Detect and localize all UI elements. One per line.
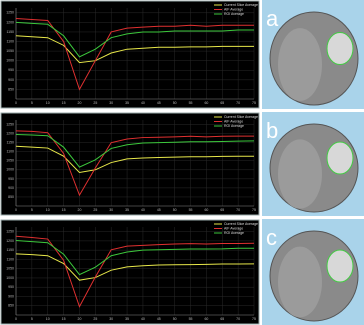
y-tick-label: 1250 xyxy=(6,11,14,15)
x-tick-label: 30 xyxy=(109,101,113,105)
y-tick-label: 1100 xyxy=(6,39,14,43)
x-tick-label: 35 xyxy=(125,101,129,105)
brain-region xyxy=(278,28,322,101)
y-tick-label: 1050 xyxy=(6,159,14,163)
y-tick-label: 1250 xyxy=(6,122,14,126)
y-tick-label: 950 xyxy=(8,68,14,72)
x-tick-label: 25 xyxy=(93,101,97,105)
brain-region xyxy=(278,139,322,208)
x-tick-label: 70 xyxy=(236,208,240,212)
x-tick-label: 30 xyxy=(109,208,113,212)
x-tick-label: 50 xyxy=(173,208,177,212)
x-tick-label: 55 xyxy=(189,317,193,321)
x-tick-label: 60 xyxy=(204,317,208,321)
x-tick-label: 65 xyxy=(220,317,224,321)
x-tick-label: 30 xyxy=(109,317,113,321)
x-tick-label: 65 xyxy=(220,101,224,105)
y-tick-label: 850 xyxy=(8,195,14,199)
y-tick-label: 1200 xyxy=(6,132,14,136)
x-tick-label: 65 xyxy=(220,208,224,212)
x-tick-label: 5 xyxy=(31,101,33,105)
x-tick-label: 75 xyxy=(252,208,256,212)
lesion xyxy=(327,250,353,282)
y-tick-label: 950 xyxy=(8,285,14,289)
x-tick-label: 25 xyxy=(93,208,97,212)
y-tick-label: 1100 xyxy=(6,150,14,154)
y-tick-label: 1000 xyxy=(6,276,14,280)
x-tick-label: 75 xyxy=(252,101,256,105)
x-tick-label: 0 xyxy=(15,208,17,212)
legend-label: AIF Average xyxy=(224,119,243,123)
y-tick-label: 1200 xyxy=(6,20,14,24)
y-tick-label: 950 xyxy=(8,177,14,181)
x-tick-label: 0 xyxy=(15,317,17,321)
y-tick-label: 1000 xyxy=(6,59,14,63)
y-tick-label: 1150 xyxy=(6,248,14,252)
y-tick-label: 1150 xyxy=(6,141,14,145)
x-tick-label: 20 xyxy=(78,317,82,321)
legend-label: Current Slice Average xyxy=(224,222,258,226)
x-tick-label: 75 xyxy=(252,317,256,321)
x-tick-label: 10 xyxy=(46,101,50,105)
x-tick-label: 15 xyxy=(62,208,66,212)
x-tick-label: 45 xyxy=(157,317,161,321)
x-tick-label: 70 xyxy=(236,317,240,321)
x-tick-label: 35 xyxy=(125,208,129,212)
lesion xyxy=(327,142,353,174)
y-tick-label: 1150 xyxy=(6,30,14,34)
y-tick-label: 1050 xyxy=(6,49,14,53)
chart-panel xyxy=(1,113,259,215)
legend-label: ROI Average xyxy=(224,12,244,16)
panel-letter: b xyxy=(266,118,278,143)
y-tick-label: 1200 xyxy=(6,239,14,243)
x-tick-label: 55 xyxy=(189,101,193,105)
legend-label: AIF Average xyxy=(224,226,243,230)
x-tick-label: 25 xyxy=(93,317,97,321)
legend-label: AIF Average xyxy=(224,7,243,11)
x-tick-label: 5 xyxy=(31,208,33,212)
panel-letter: a xyxy=(266,6,279,31)
x-tick-label: 50 xyxy=(173,317,177,321)
y-tick-label: 850 xyxy=(8,304,14,308)
x-tick-label: 15 xyxy=(62,317,66,321)
x-tick-label: 10 xyxy=(46,208,50,212)
x-tick-label: 5 xyxy=(31,317,33,321)
y-tick-label: 900 xyxy=(8,186,14,190)
x-tick-label: 20 xyxy=(78,101,82,105)
y-tick-label: 850 xyxy=(8,87,14,91)
x-tick-label: 40 xyxy=(141,101,145,105)
x-tick-label: 60 xyxy=(204,208,208,212)
x-tick-label: 35 xyxy=(125,317,129,321)
x-tick-label: 0 xyxy=(15,101,17,105)
x-tick-label: 10 xyxy=(46,317,50,321)
x-tick-label: 45 xyxy=(157,208,161,212)
legend-label: ROI Average xyxy=(224,231,244,235)
scan-image xyxy=(262,219,364,325)
panel-letter: c xyxy=(266,225,277,250)
x-tick-label: 40 xyxy=(141,317,145,321)
x-tick-label: 45 xyxy=(157,101,161,105)
brain-region xyxy=(278,247,322,318)
x-tick-label: 60 xyxy=(204,101,208,105)
x-tick-label: 70 xyxy=(236,101,240,105)
legend-label: Current Slice Average xyxy=(224,115,258,119)
y-tick-label: 900 xyxy=(8,78,14,82)
legend-label: Current Slice Average xyxy=(224,3,258,7)
x-tick-label: 15 xyxy=(62,101,66,105)
x-tick-label: 20 xyxy=(78,208,82,212)
page: 8509009501000105011001150120012500510152… xyxy=(0,0,364,325)
x-tick-label: 40 xyxy=(141,208,145,212)
y-tick-label: 1050 xyxy=(6,267,14,271)
y-tick-label: 900 xyxy=(8,294,14,298)
y-tick-label: 1100 xyxy=(6,257,14,261)
chart-panel xyxy=(1,220,259,324)
x-tick-label: 55 xyxy=(189,208,193,212)
y-tick-label: 1250 xyxy=(6,230,14,234)
x-tick-label: 50 xyxy=(173,101,177,105)
figure: 8509009501000105011001150120012500510152… xyxy=(0,0,364,325)
legend-label: ROI Average xyxy=(224,124,244,128)
y-tick-label: 1000 xyxy=(6,168,14,172)
chart-panel xyxy=(1,1,259,108)
lesion xyxy=(327,33,353,65)
